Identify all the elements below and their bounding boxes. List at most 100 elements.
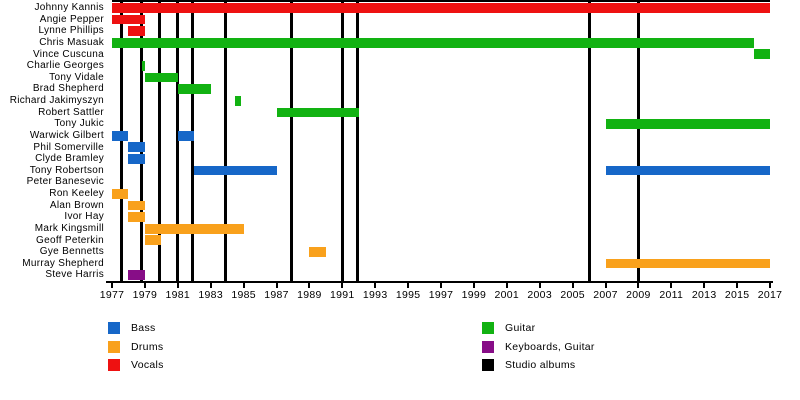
member-label: Lynne Phillips [38, 25, 104, 37]
member-label: Richard Jakimyszyn [9, 95, 104, 106]
x-axis-tick [143, 283, 146, 288]
member-label: Steve Harris [45, 269, 104, 281]
x-axis-tick-label: 2011 [659, 289, 684, 301]
timeline-bar-drums [112, 188, 129, 199]
timeline-bar-drums [144, 235, 162, 246]
member-label: Alan Brown [49, 199, 104, 211]
legend-label-keyboards_guitar: Keyboards, Guitar [505, 340, 595, 353]
member-label: Tony Robertson [29, 164, 104, 176]
x-axis-tick [505, 283, 508, 288]
member-label: Tony Vidale [49, 71, 104, 83]
x-axis-line [106, 281, 773, 283]
member-label: Mark Kingsmill [34, 222, 104, 234]
legend-label-studio_albums: Studio albums [505, 359, 576, 371]
x-axis-tick [472, 283, 475, 288]
timeline-bar-guitar [605, 119, 770, 129]
timeline-bar-drums [309, 247, 326, 257]
member-label: Geoff Peterkin [36, 234, 104, 246]
x-axis-tick [209, 283, 212, 288]
timeline-bar-guitar [753, 49, 770, 60]
timeline-bar-bass [112, 130, 129, 141]
x-axis-tick [769, 283, 771, 288]
timeline-bar-drums [128, 212, 145, 222]
member-label: Johnny Kannis [34, 2, 104, 13]
x-axis-tick [341, 283, 344, 288]
x-axis-tick-label: 2005 [560, 289, 585, 301]
legend-swatch-drums [108, 340, 120, 353]
timeline-bar-guitar [142, 61, 145, 71]
member-label: Chris Masuak [39, 36, 104, 48]
timeline-bar-guitar [177, 84, 211, 95]
studio-album-line [176, 0, 180, 283]
timeline-bar-bass [128, 154, 145, 164]
studio-album-line [289, 0, 293, 283]
x-axis-tick-label: 1999 [461, 289, 487, 301]
x-axis-tick-label: 2003 [527, 289, 552, 301]
member-label: Charlie Georges [26, 60, 104, 72]
timeline-bar-keyboards_guitar [128, 270, 145, 281]
x-axis-tick [440, 283, 442, 288]
timeline-bar-bass [128, 142, 145, 153]
legend-label-bass: Bass [131, 322, 156, 334]
studio-album-line [587, 0, 591, 283]
timeline-bar-vocals [112, 2, 770, 13]
member-label: Murray Shepherd [22, 257, 104, 269]
timeline-bar-vocals [128, 26, 145, 36]
x-axis-tick [703, 283, 706, 288]
studio-album-line [636, 0, 640, 283]
x-axis-tick [275, 283, 278, 288]
x-axis-tick-label: 2001 [494, 289, 520, 301]
x-axis-tick-label: 1993 [362, 289, 388, 301]
legend-swatch-keyboards_guitar [482, 340, 494, 353]
timeline-bar-bass [194, 165, 277, 176]
studio-album-line [158, 0, 162, 283]
legend-swatch-vocals [108, 359, 120, 371]
x-axis-tick [736, 283, 739, 288]
member-label: Clyde Bramley [35, 153, 104, 165]
legend-label-guitar: Guitar [505, 322, 536, 334]
member-label: Warwick Gilbert [29, 129, 104, 141]
x-axis-tick-label: 1977 [99, 289, 125, 301]
plot-top-border [112, 0, 770, 2]
timeline-bar-vocals [112, 14, 145, 25]
studio-album-line [191, 0, 195, 283]
legend-label-drums: Drums [131, 340, 164, 353]
x-axis-tick-label: 2013 [691, 289, 717, 301]
timeline-bar-guitar [112, 37, 754, 48]
x-axis-tick [111, 283, 113, 288]
legend-swatch-guitar [482, 322, 494, 334]
studio-album-line [140, 0, 144, 283]
x-axis-tick-label: 2017 [757, 289, 783, 301]
x-axis-tick [670, 283, 673, 288]
x-axis-tick-label: 1989 [297, 289, 322, 301]
x-axis-tick [538, 283, 541, 288]
member-label: Phil Somerville [33, 141, 104, 153]
x-axis-tick [374, 283, 377, 288]
x-axis-tick [242, 283, 245, 288]
studio-album-line [120, 0, 124, 283]
timeline-bar-drums [144, 223, 244, 234]
member-label: Tony Jukic [54, 118, 104, 130]
legend-swatch-studio_albums [482, 359, 494, 371]
member-label: Ivor Hay [64, 211, 104, 223]
member-label: Ron Keeley [49, 188, 104, 199]
x-axis-tick [604, 283, 607, 288]
x-axis-tick [637, 283, 640, 288]
studio-album-line [340, 0, 344, 283]
x-axis-tick-label: 1983 [198, 289, 223, 301]
legend-swatch-bass [108, 322, 120, 334]
x-axis-tick-label: 1979 [132, 289, 158, 301]
x-axis-tick-label: 1985 [231, 289, 256, 301]
x-axis-tick-label: 1997 [428, 289, 454, 301]
x-axis-tick [176, 283, 179, 288]
timeline-bar-drums [605, 258, 770, 269]
x-axis-tick-label: 1991 [330, 289, 355, 301]
legend-label-vocals: Vocals [131, 359, 164, 371]
x-axis-tick-label: 2015 [724, 289, 750, 301]
x-axis-tick [571, 283, 574, 288]
x-axis-tick [407, 283, 410, 288]
member-label: Vince Cuscuna [33, 48, 104, 60]
member-label: Robert Sattler [38, 106, 104, 118]
member-label: Angie Pepper [39, 13, 104, 25]
